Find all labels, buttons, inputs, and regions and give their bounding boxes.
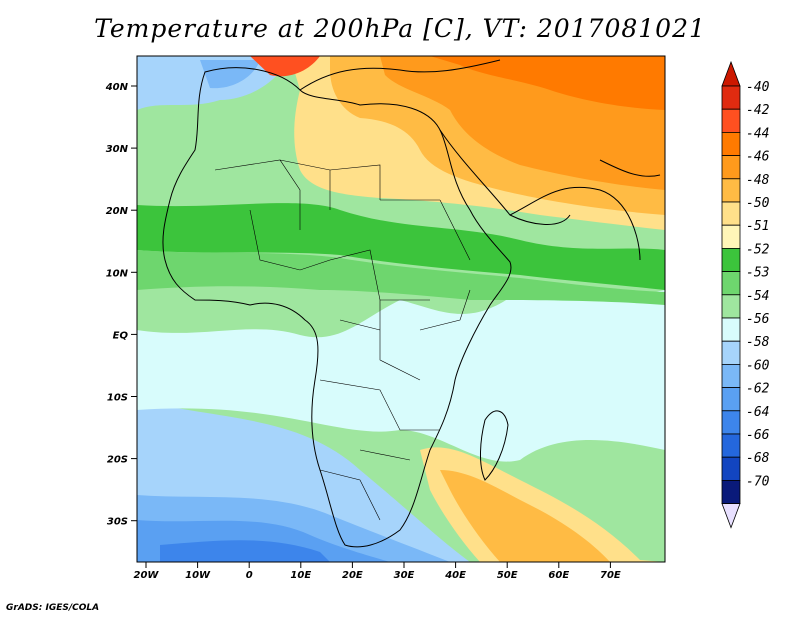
colorbar-label: -51 bbox=[746, 219, 769, 234]
lat-tick-label: 20S bbox=[107, 455, 128, 466]
borders bbox=[214, 159, 471, 521]
lat-tick-label: EQ bbox=[113, 330, 129, 341]
colorbar-swatch bbox=[721, 433, 741, 458]
lon-tick-label: 20E bbox=[342, 570, 363, 581]
colorbar-label: -56 bbox=[746, 312, 770, 327]
lon-tick-label: 10W bbox=[185, 570, 211, 581]
field-band-52 bbox=[137, 203, 665, 290]
colorbar-swatch bbox=[721, 131, 741, 156]
colorbar-swatch bbox=[721, 456, 741, 481]
field-band-42 bbox=[250, 56, 320, 77]
colorbar-label: -46 bbox=[746, 150, 770, 165]
colorbar-label: -40 bbox=[746, 80, 770, 95]
colorbar-label: -58 bbox=[746, 335, 770, 350]
longitude-ticks: 20W 10W 0 10E 20E 30E 40E 50E 60E 70E bbox=[134, 562, 621, 581]
colorbar-swatch bbox=[721, 108, 741, 133]
colorbar-swatch bbox=[721, 363, 741, 388]
colorbar: -40 -42 -44 -46 -48 -50 -51 -52 -53 -54 -56 -58 -60 -… bbox=[721, 60, 770, 529]
field-band-64 bbox=[160, 540, 330, 562]
colorbar-swatch bbox=[721, 479, 741, 504]
lat-tick-label: 30N bbox=[106, 144, 129, 155]
colorbar-label: -62 bbox=[746, 382, 770, 397]
colorbar-bottom-arrow bbox=[721, 503, 741, 529]
colorbar-label: -48 bbox=[746, 173, 770, 188]
temperature-field bbox=[137, 56, 665, 562]
colorbar-label: -70 bbox=[746, 474, 770, 489]
coastlines bbox=[162, 59, 661, 548]
colorbar-swatch bbox=[721, 294, 741, 319]
red-sea-arabia bbox=[439, 129, 571, 225]
colorbar-swatch bbox=[721, 410, 741, 435]
lat-tick-label: 10S bbox=[107, 393, 128, 404]
map-frame bbox=[136, 55, 666, 563]
colorbar-swatch bbox=[721, 317, 741, 342]
colorbar-label: -44 bbox=[746, 126, 769, 141]
colorbar-label: -50 bbox=[746, 196, 770, 211]
latitude-ticks: 40N 30N 20N 10N EQ 10S 20S 30S bbox=[105, 82, 137, 528]
field-band-53 bbox=[137, 250, 665, 305]
lon-tick-label: 10E bbox=[290, 570, 311, 581]
field-band-44 bbox=[430, 56, 665, 110]
colorbar-swatch bbox=[721, 155, 741, 180]
colorbar-top-arrow bbox=[721, 60, 741, 87]
colorbar-label: -66 bbox=[746, 428, 770, 443]
field-band-56 bbox=[137, 287, 665, 462]
lon-tick-label: 40E bbox=[444, 570, 466, 581]
colorbar-swatch bbox=[721, 178, 741, 203]
colorbar-swatch bbox=[721, 85, 741, 110]
colorbar-swatch bbox=[721, 271, 741, 296]
lat-tick-label: 30S bbox=[107, 517, 128, 528]
field-se-warmer bbox=[440, 470, 610, 562]
lat-tick-label: 10N bbox=[106, 268, 129, 279]
lon-tick-label: 0 bbox=[246, 570, 253, 581]
field-nw-colder bbox=[200, 60, 260, 89]
chart-title: Temperature at 200hPa [C], VT: 201708102… bbox=[94, 14, 706, 43]
lon-tick-label: 30E bbox=[394, 570, 415, 581]
colorbar-label: -64 bbox=[746, 405, 769, 420]
colorbar-label: -54 bbox=[746, 289, 769, 304]
colorbar-swatch bbox=[721, 201, 741, 226]
lat-tick-label: 20N bbox=[106, 206, 129, 217]
lon-tick-label: 70E bbox=[600, 570, 621, 581]
lat-tick-label: 40N bbox=[105, 82, 129, 93]
africa-outline bbox=[162, 67, 512, 548]
colorbar-swatch bbox=[721, 340, 741, 365]
madagascar-outline bbox=[480, 410, 509, 481]
colorbar-label: -52 bbox=[746, 242, 770, 257]
grads-credit: GrADS: IGES/COLA bbox=[6, 603, 100, 613]
asia-coast bbox=[509, 159, 661, 261]
colorbar-swatch bbox=[721, 224, 741, 249]
colorbar-label: -68 bbox=[746, 451, 770, 466]
med-north-coast bbox=[299, 59, 501, 91]
colorbar-swatch bbox=[721, 387, 741, 412]
colorbar-swatch bbox=[721, 247, 741, 272]
lon-tick-label: 60E bbox=[548, 570, 569, 581]
colorbar-label: -42 bbox=[746, 103, 770, 118]
colorbar-label: -60 bbox=[746, 358, 770, 373]
lon-tick-label: 50E bbox=[497, 570, 518, 581]
lon-tick-label: 20W bbox=[134, 570, 160, 581]
colorbar-label: -53 bbox=[746, 266, 769, 281]
